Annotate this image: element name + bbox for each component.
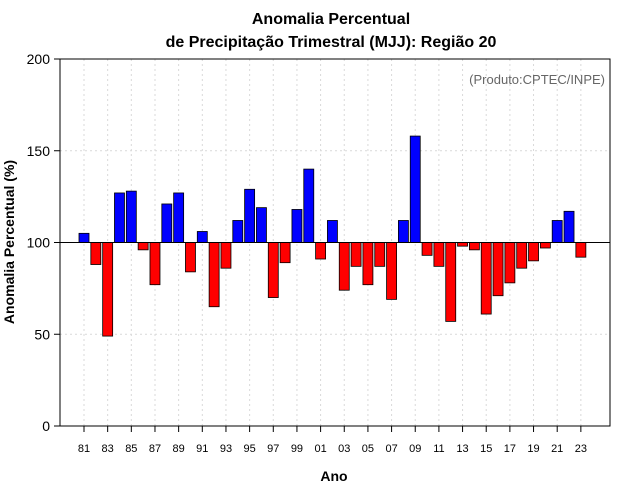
x-axis: 81 83 85 87 89 91 93 95 97 99 01 03 05 07 09 11 13 15 17 19…: [78, 426, 587, 455]
bar-1991: [196, 231, 208, 243]
bar-2005: [362, 242, 374, 286]
grid-lines: [60, 59, 610, 426]
y-tick-label-0: 0: [42, 418, 50, 434]
x-tick-label-83: 83: [102, 443, 114, 455]
bar-2008: [398, 220, 409, 243]
chart-subtitle: de Precipitação Trimestral (MJJ): Região…: [166, 34, 497, 51]
x-tick-label-13: 13: [456, 443, 468, 455]
bar-2010: [421, 242, 433, 256]
x-tick-label-05: 05: [362, 443, 374, 455]
bar-2002: [327, 220, 338, 243]
bar-2000: [303, 168, 315, 243]
bar-2009: [409, 135, 421, 243]
bar-1981: [78, 232, 90, 243]
bar-1983: [102, 242, 114, 337]
x-tick-label-81: 81: [78, 443, 90, 455]
y-tick-label-200: 200: [27, 51, 51, 67]
x-tick-label-17: 17: [504, 443, 516, 455]
bar-1986: [137, 242, 149, 251]
bar-1984: [114, 192, 125, 243]
credit-annotation: (Produto:CPTEC/INPE): [469, 72, 605, 87]
y-axis-label: Anomalia Percentual (%): [1, 160, 17, 324]
bar-1993: [220, 242, 232, 269]
bar-2020: [539, 242, 551, 249]
bar-1999: [291, 209, 303, 243]
y-tick-label-100: 100: [27, 235, 51, 251]
x-tick-label-09: 09: [409, 443, 421, 455]
bar-2007: [386, 242, 397, 300]
x-tick-label-19: 19: [527, 443, 539, 455]
bar-2023: [575, 242, 587, 258]
y-tick-label-150: 150: [27, 143, 51, 159]
bar-1995: [244, 188, 256, 243]
x-tick-label-23: 23: [575, 443, 587, 455]
x-tick-label-95: 95: [243, 443, 255, 455]
x-tick-label-85: 85: [125, 443, 137, 455]
x-tick-label-07: 07: [385, 443, 397, 455]
bar-2022: [563, 210, 575, 243]
bar-2006: [374, 242, 386, 267]
bar-1992: [208, 242, 220, 308]
bar-2019: [528, 242, 539, 262]
bar-2001: [315, 242, 327, 260]
x-tick-label-97: 97: [267, 443, 279, 455]
bar-2014: [468, 242, 480, 251]
x-tick-label-15: 15: [480, 443, 492, 455]
bar-2017: [504, 242, 516, 284]
x-tick-label-89: 89: [173, 443, 185, 455]
bar-2018: [516, 242, 528, 269]
bar-1997: [267, 242, 279, 298]
y-axis: 0 50 100 150 200: [27, 51, 60, 434]
x-tick-label-03: 03: [338, 443, 350, 455]
bar-1987: [149, 242, 161, 286]
x-tick-label-21: 21: [551, 443, 563, 455]
bar-2012: [445, 242, 457, 322]
bar-1990: [185, 242, 196, 273]
bar-1994: [232, 220, 244, 243]
bar-1982: [90, 242, 102, 265]
bar-2011: [433, 242, 445, 267]
bar-1998: [279, 242, 291, 264]
x-tick-label-11: 11: [433, 443, 444, 455]
bar-1985: [125, 190, 137, 243]
x-tick-label-99: 99: [291, 443, 303, 455]
bar-series: [78, 135, 587, 337]
x-axis-label: Ano: [320, 468, 347, 484]
x-tick-label-87: 87: [149, 443, 161, 455]
bar-2021: [551, 220, 563, 243]
chart-title: Anomalia Percentual: [252, 11, 410, 28]
x-tick-label-01: 01: [314, 443, 326, 455]
x-tick-label-91: 91: [196, 443, 208, 455]
y-tick-label-50: 50: [34, 326, 50, 342]
bar-1989: [173, 192, 185, 243]
bar-2003: [338, 242, 350, 291]
bar-2013: [457, 242, 468, 247]
bar-2015: [480, 242, 492, 315]
x-tick-label-93: 93: [220, 443, 232, 455]
bar-1988: [161, 203, 173, 243]
bar-2016: [492, 242, 504, 297]
bar-2004: [350, 242, 362, 267]
bar-1996: [256, 207, 267, 243]
